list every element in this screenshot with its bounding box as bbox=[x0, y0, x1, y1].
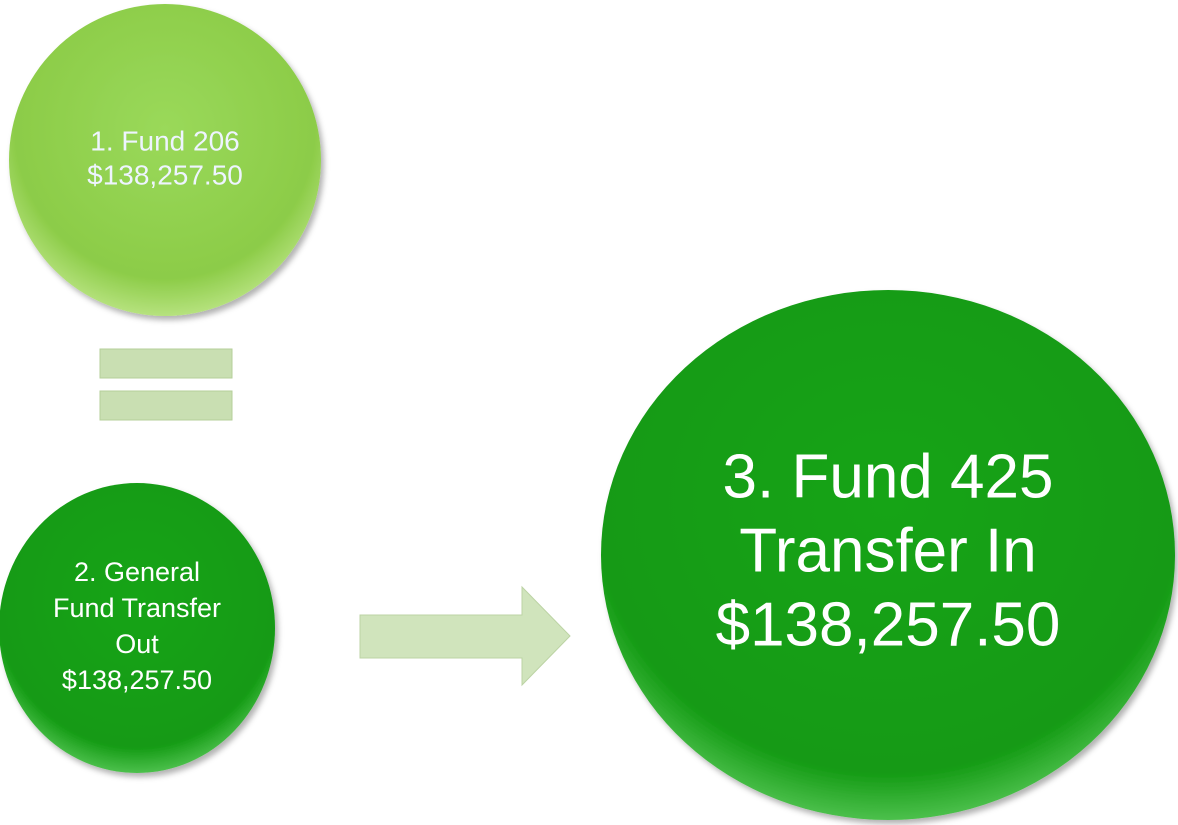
equals-bar bbox=[99, 390, 233, 421]
node-label: Out bbox=[115, 629, 159, 659]
node-label: $138,257.50 bbox=[87, 159, 243, 190]
node-label: Fund Transfer bbox=[53, 593, 221, 623]
node-circle bbox=[9, 4, 321, 316]
node-label: $138,257.50 bbox=[716, 590, 1061, 659]
node-label: 1. Fund 206 bbox=[90, 125, 239, 156]
node-circle bbox=[0, 483, 275, 773]
node-label: 2. General bbox=[74, 557, 200, 587]
node-label: Transfer In bbox=[739, 516, 1036, 585]
arrow bbox=[359, 585, 571, 687]
equals-bar bbox=[99, 348, 233, 379]
node-circle bbox=[601, 290, 1175, 820]
node-label: 3. Fund 425 bbox=[723, 442, 1054, 511]
node-label: $138,257.50 bbox=[62, 665, 212, 695]
